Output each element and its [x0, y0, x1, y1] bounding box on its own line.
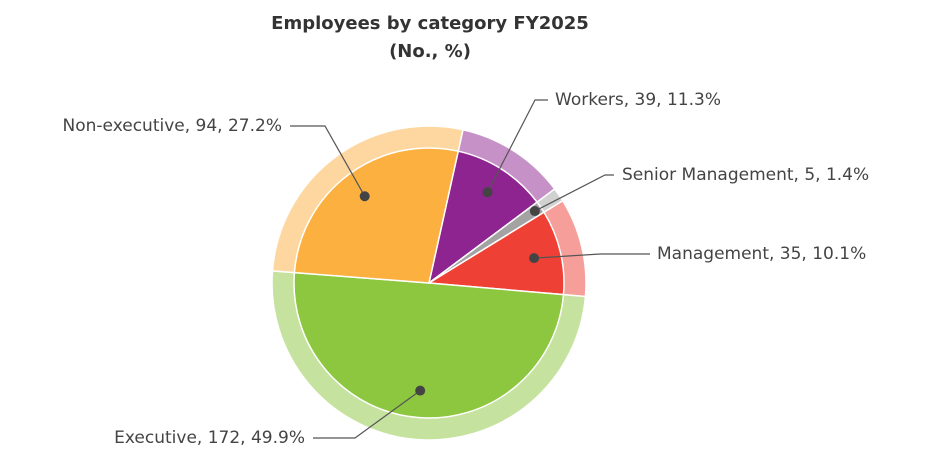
slice: [427, 150, 539, 285]
leader-dot: [529, 206, 540, 217]
slice: [293, 147, 460, 284]
leader-line: [290, 125, 366, 197]
data-label: Management, 35, 10.1%: [657, 244, 866, 264]
leader-dot: [529, 253, 540, 264]
leader-line: [534, 253, 650, 259]
slice: [293, 271, 565, 419]
leader-dot: [359, 191, 370, 202]
leader-line: [534, 174, 614, 212]
leader-line: [313, 390, 421, 439]
leader-dot: [415, 385, 426, 396]
chart-subtitle: (No., %): [389, 41, 471, 62]
slice: [426, 211, 565, 296]
data-label: Non-executive, 94, 27.2%: [63, 116, 282, 136]
data-label: Executive, 172, 49.9%: [114, 428, 305, 448]
leader-dot: [482, 187, 493, 198]
chart-title: Employees by category FY2025: [271, 13, 589, 34]
data-label: Senior Management, 5, 1.4%: [622, 165, 869, 185]
leader-line: [487, 99, 548, 193]
data-label: Workers, 39, 11.3%: [555, 90, 721, 110]
